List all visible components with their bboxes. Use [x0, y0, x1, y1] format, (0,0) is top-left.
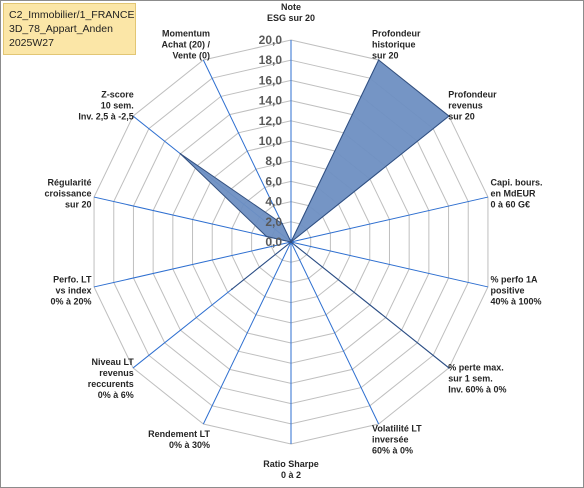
axis-spoke [202, 241, 292, 425]
axis-label: Momentum Achat (20) / Vente (0) [161, 29, 210, 61]
axis-label-line: Profondeur [448, 90, 497, 100]
axis-label-line: Inv. 2,5 à -2,5 [78, 112, 133, 122]
axis-label: Ratio Sharpe 0 à 2 [263, 459, 319, 480]
axis-label-line: croissance [44, 188, 91, 198]
axis-label-line: Z-score [101, 90, 134, 100]
axis-label-line: revenus [448, 101, 483, 111]
data-point [377, 59, 380, 61]
tick-label: 10,0 [259, 134, 283, 148]
axis-label-line: 0 à 2 [281, 470, 301, 480]
axis-spoke [93, 241, 292, 288]
axis-spoke [290, 241, 380, 425]
tick-label: 2,0 [265, 215, 282, 229]
tick-label: 16,0 [259, 73, 283, 87]
axis-label-line: sur 20 [448, 112, 475, 122]
axis-label-line: Rendement LT [148, 429, 210, 439]
axis-label-line: % perfo 1A [491, 275, 539, 285]
tick-label: 4,0 [265, 195, 282, 209]
axis-label: Perfo. LT vs index 0% à 20% [50, 275, 92, 307]
axis-label-line: inversée [372, 434, 409, 444]
data-point [448, 115, 450, 117]
axis-label-line: reccurents [88, 379, 134, 389]
tick-label: 18,0 [259, 53, 283, 67]
radar-tick-labels: 0,0 2,0 4,0 6,0 8,0 10,0 12,0 14,0 16,0 18,0 20,0 [259, 33, 283, 249]
axis-spoke [290, 196, 489, 243]
axis-label-line: Régularité [47, 177, 91, 187]
tick-label: 20,0 [259, 33, 283, 47]
tick-label: 8,0 [265, 154, 282, 168]
axis-label-line: Capi. bours. [491, 177, 543, 187]
data-point [290, 241, 292, 243]
axis-label: % perfo 1A positive 40% à 100% [491, 275, 542, 307]
axis-label: Niveau LT revenus reccurents 0% à 6% [88, 357, 135, 400]
axis-spoke [93, 196, 292, 243]
axis-label: Rendement LT 0% à 30% [148, 429, 210, 450]
axis-label-line: 0 à 60 G€ [491, 199, 531, 209]
axis-label: Profondeur historique sur 20 [372, 29, 421, 61]
axis-label-line: 0% à 30% [169, 440, 210, 450]
tick-label: 12,0 [259, 114, 283, 128]
axis-label-line: Inv. 60% à 0% [448, 385, 506, 395]
axis-label-line: sur 20 [372, 51, 399, 61]
axis-label: % perte max. sur 1 sem. Inv. 60% à 0% [448, 363, 506, 395]
data-point [179, 153, 182, 155]
axis-label-line: Perfo. LT [53, 275, 92, 285]
axis-spoke [202, 59, 292, 243]
axis-label-line: sur 1 sem. [448, 374, 493, 384]
tag-line-week: 2025W27 [9, 37, 54, 49]
tick-label: 14,0 [259, 94, 283, 108]
radar-series [179, 59, 450, 369]
axis-label-line: historique [372, 40, 416, 50]
axis-label-line: revenus [99, 368, 134, 378]
axis-label-line: Ratio Sharpe [263, 459, 319, 469]
axis-label-line: positive [491, 286, 525, 296]
axis-spoke [290, 241, 489, 288]
axis-label: Note ESG sur 20 [267, 2, 315, 23]
axis-label-line: ESG sur 20 [267, 13, 315, 23]
portfolio-tag: C2_Immobilier/1_FRANCE 3D_78_Appart_Ande… [3, 3, 136, 55]
series-area [180, 59, 450, 369]
tick-label: 0,0 [265, 235, 282, 249]
tick-label: 6,0 [265, 174, 282, 188]
axis-label-line: 0% à 20% [50, 297, 91, 307]
data-point [230, 288, 233, 291]
axis-label-line: Vente (0) [172, 51, 210, 61]
axis-label-line: Achat (20) / [161, 40, 210, 50]
axis-label-line: en MdEUR [491, 188, 537, 198]
axis-label-line: 40% à 100% [491, 297, 542, 307]
axis-label: Profondeur revenus sur 20 [448, 90, 497, 122]
axis-label-line: Volatilité LT [372, 423, 422, 433]
axis-label: Régularité croissance sur 20 [44, 177, 91, 209]
axis-label-line: 60% à 0% [372, 445, 413, 455]
data-point [448, 367, 450, 369]
axis-label: Z-score 10 sem. Inv. 2,5 à -2,5 [78, 90, 133, 122]
axis-label: Volatilité LT inversée 60% à 0% [372, 423, 422, 455]
tag-line-asset: 3D_78_Appart_Anden [9, 23, 113, 35]
axis-label-line: Niveau LT [91, 357, 134, 367]
axis-label-line: 0% à 6% [98, 390, 134, 400]
axis-label-line: sur 20 [65, 199, 92, 209]
axis-label-line: % perte max. [448, 363, 504, 373]
axis-label-line: Note [281, 2, 301, 12]
tag-line-category: C2_Immobilier/1_FRANCE [9, 9, 135, 21]
axis-label-line: vs index [55, 286, 91, 296]
axis-label-line: 10 sem. [101, 101, 134, 111]
axis-label: Capi. bours. en MdEUR 0 à 60 G€ [491, 177, 543, 209]
axis-label-line: Momentum [162, 29, 210, 39]
data-point [265, 235, 268, 238]
axis-label-line: Profondeur [372, 29, 421, 39]
data-point [281, 223, 284, 225]
